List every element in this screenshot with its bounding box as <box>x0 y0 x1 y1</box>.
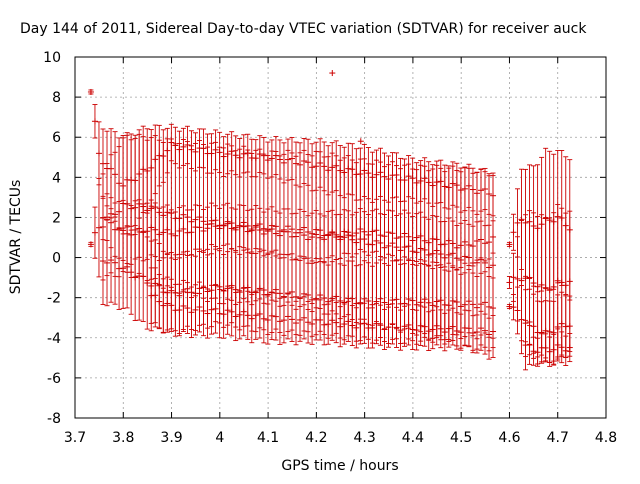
x-tick-label: 4.8 <box>595 430 617 446</box>
x-tick-label: 4.2 <box>305 430 327 446</box>
x-tick-label: 3.9 <box>160 430 182 446</box>
x-axis-label: GPS time / hours <box>281 458 398 474</box>
x-tick-label: 4.1 <box>257 430 279 446</box>
series-bottom <box>148 267 497 352</box>
y-tick-label: 0 <box>52 251 61 267</box>
x-tick-label: 4.6 <box>498 430 520 446</box>
x-tick-label: 3.8 <box>112 430 134 446</box>
series-bottom <box>522 319 573 371</box>
y-tick-label: -2 <box>47 291 61 307</box>
axis-ticks: 3.7 3.8 3.9 4 4.1 4.2 4.3 4.4 4.5 4.6 4.7 4.8 -8 -6 -4… <box>43 50 617 446</box>
outlier-points <box>329 70 364 145</box>
error-bar-series <box>87 70 573 371</box>
chart-title: Day 144 of 2011, Sidereal Day-to-day VTE… <box>20 21 587 37</box>
y-tick-label: 6 <box>52 130 61 146</box>
x-tick-label: 4 <box>215 430 224 446</box>
x-tick-label: 4.5 <box>450 430 472 446</box>
y-tick-label: 2 <box>52 210 61 226</box>
y-tick-label: -8 <box>47 411 61 427</box>
y-tick-label: 8 <box>52 90 61 106</box>
x-tick-label: 3.7 <box>64 430 86 446</box>
y-axis-label: SDTVAR / TECUs <box>8 180 24 295</box>
plot-frame <box>74 56 607 419</box>
y-tick-label: 4 <box>52 170 61 186</box>
x-tick-label: 4.7 <box>547 430 569 446</box>
x-tick-label: 4.3 <box>354 430 376 446</box>
y-tick-label: -6 <box>47 371 61 387</box>
y-tick-label: -4 <box>47 331 61 347</box>
y-tick-label: 10 <box>43 50 61 66</box>
x-tick-label: 4.4 <box>402 430 424 446</box>
